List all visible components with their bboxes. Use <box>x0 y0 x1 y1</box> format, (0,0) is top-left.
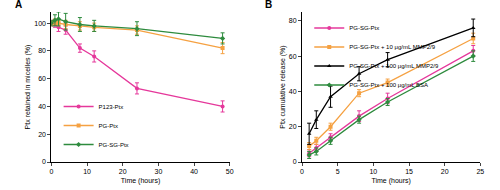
svg-text:PG-SG-Ptx: PG-SG-Ptx <box>349 25 379 31</box>
svg-text:60: 60 <box>289 53 297 60</box>
svg-text:80: 80 <box>38 47 46 54</box>
svg-text:PG-SG-Ptx + 10 μg/mL MMP2/9: PG-SG-Ptx + 10 μg/mL MMP2/9 <box>349 44 435 50</box>
svg-text:20: 20 <box>119 168 127 175</box>
svg-text:0: 0 <box>293 158 297 165</box>
svg-text:PG-SG-Ptx + 100 μg/mL MMP2/9: PG-SG-Ptx + 100 μg/mL MMP2/9 <box>349 63 439 69</box>
svg-text:PG-SG-Ptx: PG-SG-Ptx <box>99 142 129 148</box>
svg-text:50: 50 <box>226 168 234 175</box>
svg-text:A: A <box>15 0 22 10</box>
svg-text:60: 60 <box>38 75 46 82</box>
svg-text:40: 40 <box>38 103 46 110</box>
svg-text:40: 40 <box>289 88 297 95</box>
svg-text:10: 10 <box>369 168 377 175</box>
svg-text:20: 20 <box>289 123 297 130</box>
svg-text:100: 100 <box>34 20 46 27</box>
svg-text:PG-SG-Ptx + 100 μg/mL BSA: PG-SG-Ptx + 100 μg/mL BSA <box>349 82 428 88</box>
svg-text:30: 30 <box>154 168 162 175</box>
svg-text:Ptx cumulative release (%): Ptx cumulative release (%) <box>279 45 287 128</box>
svg-text:PG-Ptx: PG-Ptx <box>99 123 118 129</box>
svg-text:5: 5 <box>336 168 340 175</box>
svg-text:40: 40 <box>190 168 198 175</box>
svg-text:20: 20 <box>38 131 46 138</box>
svg-text:Time (hours): Time (hours) <box>371 177 410 185</box>
svg-text:15: 15 <box>405 168 413 175</box>
svg-text:P123-Ptx: P123-Ptx <box>99 104 124 110</box>
svg-text:0: 0 <box>300 168 304 175</box>
svg-text:Time (hours): Time (hours) <box>121 177 160 185</box>
svg-text:0: 0 <box>49 168 53 175</box>
svg-text:25: 25 <box>476 168 484 175</box>
svg-text:80: 80 <box>289 17 297 24</box>
svg-text:10: 10 <box>83 168 91 175</box>
svg-text:Ptx retained in micelles (%): Ptx retained in micelles (%) <box>24 45 32 130</box>
svg-text:0: 0 <box>42 158 46 165</box>
svg-text:B: B <box>265 0 272 10</box>
svg-text:20: 20 <box>441 168 449 175</box>
